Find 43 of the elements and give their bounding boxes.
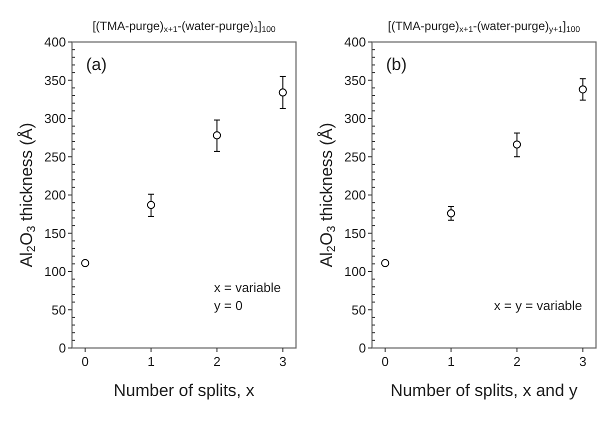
y-tick-label: 200 (344, 188, 366, 203)
point (381, 259, 390, 268)
y-tick-label: 350 (344, 72, 366, 88)
point (578, 85, 587, 94)
annotation: (b) (386, 55, 407, 74)
x-tick-label: 3 (579, 354, 586, 369)
point (512, 140, 522, 149)
y-tick-label: 100 (44, 264, 66, 280)
chart-title: [(TMA-purge)$_{x+1}$-(water-purge)$_{1}$]$_{100}$ (92, 19, 276, 34)
y-tick-label: 50 (352, 302, 366, 318)
y-tick-label: 300 (44, 111, 66, 126)
annotation: x = y = variable (494, 298, 582, 313)
x-tick-label: 0 (382, 354, 389, 369)
x-tick-label: 2 (513, 354, 521, 369)
chart-title: [(TMA-purge)$_{x+1}$-(water-purge)$_{y+1}$]$_{100}$ (388, 19, 580, 34)
point (278, 88, 287, 97)
x-tick-label: 2 (213, 354, 221, 369)
x-axis-title: Number of splits, x (114, 381, 255, 400)
point (446, 209, 456, 218)
y-tick-label: 50 (52, 302, 66, 318)
y-tick-label: 400 (44, 34, 66, 50)
x-tick-label: 1 (147, 354, 155, 369)
annotation: y = 0 (214, 298, 243, 313)
x-tick-label: 0 (82, 354, 89, 369)
x-tick-label: 3 (279, 354, 286, 369)
y-tick-label: 150 (344, 226, 366, 241)
y-tick-label: 250 (44, 149, 66, 164)
y-tick-label: 100 (344, 264, 366, 280)
x-axis-title: Number of splits, x and y (390, 381, 578, 400)
y-tick-label: 0 (58, 340, 66, 356)
point (81, 259, 90, 268)
point (212, 131, 222, 140)
y-tick-label: 300 (344, 111, 366, 126)
point (146, 200, 156, 210)
y-tick-label: 150 (44, 226, 66, 241)
y-tick-label: 350 (44, 72, 66, 88)
annotation: (a) (86, 55, 107, 74)
annotation: x = variable (214, 280, 281, 295)
y-tick-label: 200 (44, 188, 66, 203)
y-tick-label: 400 (344, 34, 366, 50)
y-tick-label: 0 (358, 340, 366, 356)
y-tick-label: 250 (344, 149, 366, 164)
x-tick-label: 1 (447, 354, 455, 369)
